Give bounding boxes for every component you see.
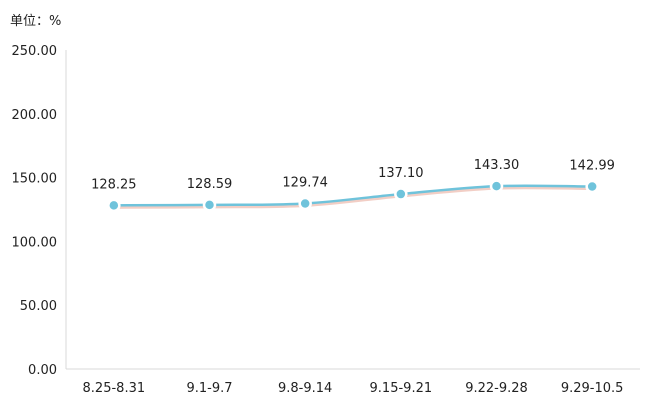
x-tick-label: 9.15-9.21	[370, 381, 433, 396]
x-tick-label: 8.25-8.31	[83, 381, 146, 396]
x-tick-label: 9.22-9.28	[465, 381, 528, 396]
data-label: 142.99	[569, 159, 615, 174]
series-line	[113, 184, 593, 207]
data-label: 128.25	[91, 177, 137, 192]
x-tick-label: 9.1-9.7	[186, 381, 232, 396]
data-label: 128.59	[187, 177, 233, 192]
x-tick-label: 9.8-9.14	[278, 381, 332, 396]
y-tick-label: 200.00	[12, 108, 58, 123]
data-point	[489, 179, 504, 193]
data-point	[298, 196, 312, 211]
data-label: 137.10	[378, 166, 424, 181]
data-label: 143.30	[474, 158, 520, 173]
y-tick-label: 50.00	[20, 299, 57, 314]
y-tick-label: 0.00	[28, 363, 57, 378]
y-tick-label: 100.00	[12, 235, 58, 250]
unit-label: 单位：%	[10, 14, 62, 29]
data-point	[202, 198, 217, 212]
series-line-shadow	[113, 186, 593, 209]
data-point	[107, 198, 121, 213]
data-point	[585, 179, 599, 194]
y-tick-label: 150.00	[12, 172, 58, 187]
x-tick-label: 9.29-10.5	[561, 381, 624, 396]
data-label: 129.74	[282, 175, 328, 190]
data-point	[394, 187, 408, 201]
y-tick-label: 250.00	[12, 44, 58, 59]
